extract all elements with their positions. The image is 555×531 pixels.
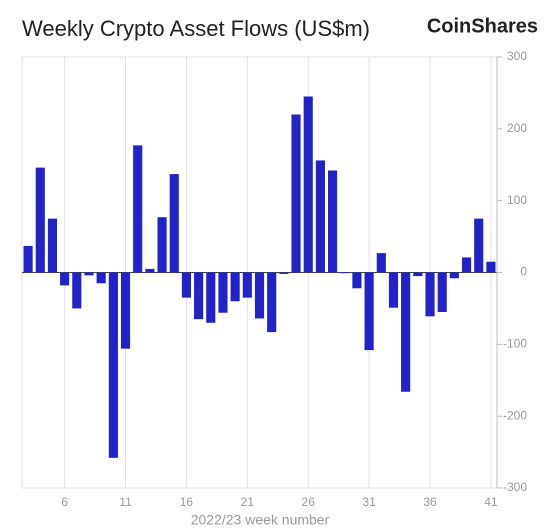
y-tick-label: -100 xyxy=(503,337,527,351)
x-tick-label: 36 xyxy=(423,495,437,509)
bar xyxy=(218,272,228,313)
y-tick-label: -300 xyxy=(503,480,527,494)
bar xyxy=(181,272,191,298)
brand-logo: CoinShares xyxy=(427,15,538,37)
bar xyxy=(206,272,216,323)
x-tick-label: 21 xyxy=(241,495,255,509)
y-tick-label: 200 xyxy=(507,121,527,135)
bar xyxy=(328,170,338,273)
bar xyxy=(72,272,82,309)
bar xyxy=(315,160,325,273)
bar xyxy=(376,253,386,273)
bar xyxy=(437,272,447,313)
bar xyxy=(60,272,70,286)
bar xyxy=(169,174,179,273)
y-tick-label: -200 xyxy=(503,408,527,422)
bar xyxy=(425,272,435,317)
bar xyxy=(84,272,94,276)
bar xyxy=(35,167,45,273)
x-axis-label: 2022/23 week number xyxy=(191,512,330,528)
x-tick-label: 31 xyxy=(362,495,376,509)
x-tick-label: 11 xyxy=(119,495,132,509)
x-tick-label: 16 xyxy=(180,495,194,509)
bar xyxy=(291,114,301,273)
bar xyxy=(133,145,143,273)
bar xyxy=(401,272,411,392)
y-tick-label: 100 xyxy=(507,193,527,207)
bar xyxy=(449,272,459,279)
chart-title: Weekly Crypto Asset Flows (US$m) xyxy=(22,16,370,41)
bar xyxy=(96,272,106,284)
bar xyxy=(267,272,277,333)
x-tick-label: 6 xyxy=(61,495,68,509)
bar xyxy=(303,96,313,273)
bar xyxy=(461,257,472,273)
bar xyxy=(486,261,496,273)
bar xyxy=(364,272,374,351)
bar xyxy=(242,272,252,298)
bar xyxy=(157,217,167,273)
bar xyxy=(23,245,33,273)
bar xyxy=(254,272,265,319)
bar xyxy=(279,272,289,274)
bar xyxy=(145,268,155,273)
bar xyxy=(340,272,350,274)
bar xyxy=(388,272,399,308)
bar xyxy=(474,218,484,273)
bar xyxy=(47,218,58,273)
bar xyxy=(352,272,362,289)
bar xyxy=(230,272,240,302)
bar xyxy=(194,272,204,320)
bar xyxy=(108,272,118,458)
y-tick-label: 0 xyxy=(520,265,527,279)
y-tick-label: 300 xyxy=(507,49,527,63)
bar xyxy=(413,272,423,277)
x-tick-label: 26 xyxy=(302,495,316,509)
bar xyxy=(120,272,131,349)
x-tick-label: 41 xyxy=(484,495,498,509)
